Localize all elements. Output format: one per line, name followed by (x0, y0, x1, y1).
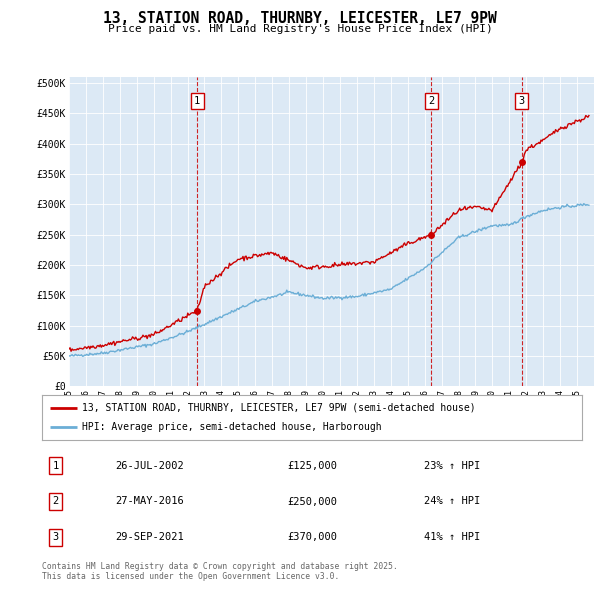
Text: 13, STATION ROAD, THURNBY, LEICESTER, LE7 9PW: 13, STATION ROAD, THURNBY, LEICESTER, LE… (103, 11, 497, 25)
Text: £370,000: £370,000 (287, 532, 337, 542)
Text: 26-JUL-2002: 26-JUL-2002 (116, 461, 184, 471)
Text: 2: 2 (428, 96, 434, 106)
Text: Contains HM Land Registry data © Crown copyright and database right 2025.
This d: Contains HM Land Registry data © Crown c… (42, 562, 398, 581)
Text: £250,000: £250,000 (287, 497, 337, 506)
Text: 1: 1 (52, 461, 59, 471)
Text: 13, STATION ROAD, THURNBY, LEICESTER, LE7 9PW (semi-detached house): 13, STATION ROAD, THURNBY, LEICESTER, LE… (83, 403, 476, 412)
Text: 29-SEP-2021: 29-SEP-2021 (116, 532, 184, 542)
Text: 3: 3 (519, 96, 525, 106)
Text: HPI: Average price, semi-detached house, Harborough: HPI: Average price, semi-detached house,… (83, 422, 382, 432)
Text: 23% ↑ HPI: 23% ↑ HPI (424, 461, 481, 471)
Text: 27-MAY-2016: 27-MAY-2016 (116, 497, 184, 506)
Text: 24% ↑ HPI: 24% ↑ HPI (424, 497, 481, 506)
Text: 1: 1 (194, 96, 200, 106)
Text: 41% ↑ HPI: 41% ↑ HPI (424, 532, 481, 542)
Text: Price paid vs. HM Land Registry's House Price Index (HPI): Price paid vs. HM Land Registry's House … (107, 24, 493, 34)
Text: £125,000: £125,000 (287, 461, 337, 471)
Text: 2: 2 (52, 497, 59, 506)
Text: 3: 3 (52, 532, 59, 542)
